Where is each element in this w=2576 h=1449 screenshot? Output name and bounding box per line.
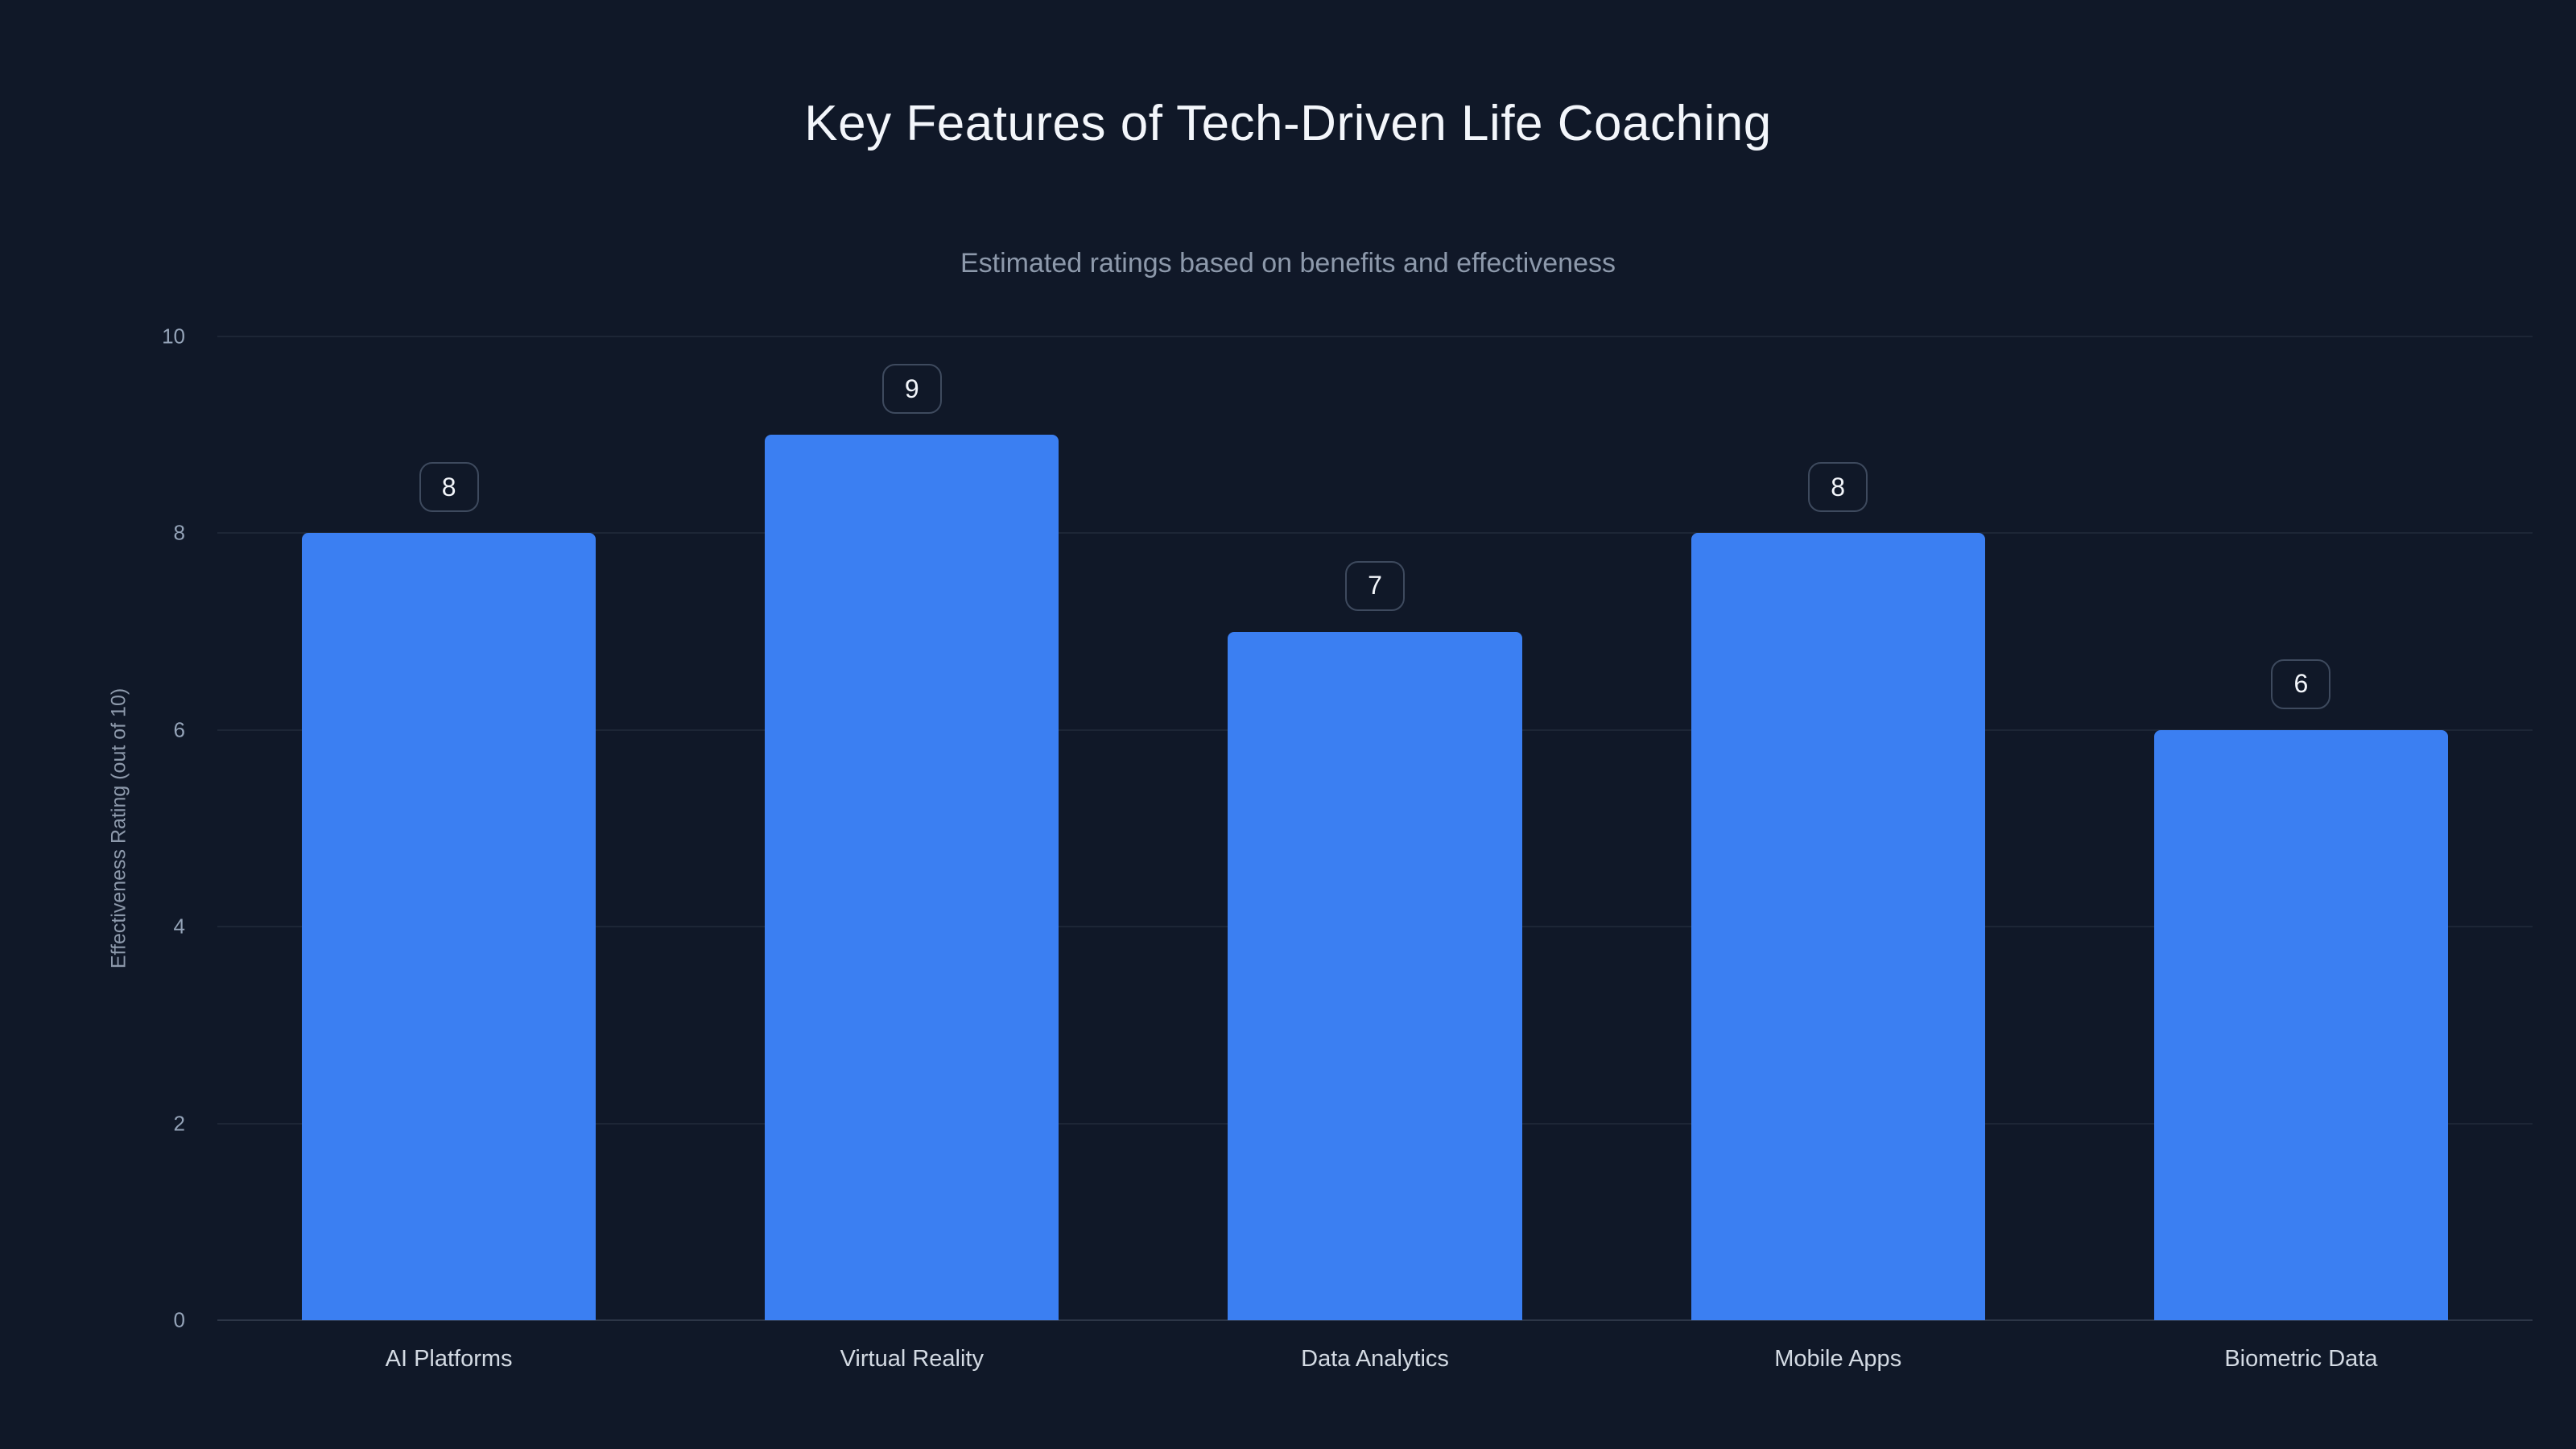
chart-subtitle: Estimated ratings based on benefits and … [960,248,1616,279]
bar [2153,729,2449,1320]
plot-area: 8 9 7 8 6 [217,336,2533,1321]
y-tick-label-2: 2 [173,1111,185,1136]
x-tick-label: Data Analytics [1301,1346,1449,1372]
value-badge: 6 [2271,658,2331,709]
bar-group-ai-platforms: 8 [217,336,680,1320]
x-tick-label: Virtual Reality [840,1346,984,1372]
value-badge: 9 [881,364,942,415]
value-badge: 8 [419,462,479,513]
y-axis-ticks: 0 2 4 6 8 10 [0,324,200,1332]
y-tick-label-4: 4 [173,914,185,939]
bar [301,533,597,1320]
x-tick-label: Mobile Apps [1774,1346,1902,1372]
x-axis-labels: AI Platforms Virtual Reality Data Analytic… [217,1346,2533,1373]
x-tick-label: AI Platforms [385,1346,513,1372]
chart-title: Key Features of Tech-Driven Life Coachin… [804,96,1772,151]
gridline-0 [217,1319,2533,1321]
bars-container: 8 9 7 8 6 [217,336,2533,1320]
x-tick-label: Biometric Data [2224,1346,2378,1372]
y-tick-label-0: 0 [173,1307,185,1332]
value-badge: 7 [1345,560,1405,611]
bar-group-virtual-reality: 9 [680,336,1143,1320]
y-tick-label-6: 6 [173,717,185,742]
bar [1690,533,1985,1320]
bar-group-biometric-data: 6 [2070,336,2533,1320]
bar [765,435,1059,1320]
bar [1228,631,1522,1320]
gridline-10 [217,336,2533,337]
y-tick-label-10: 10 [162,324,185,349]
bar-group-mobile-apps: 8 [1607,336,2070,1320]
y-tick-label-8: 8 [173,520,185,545]
value-badge: 8 [1808,462,1868,513]
gridline-8 [217,532,2533,535]
bar-group-data-analytics: 7 [1143,336,1606,1320]
